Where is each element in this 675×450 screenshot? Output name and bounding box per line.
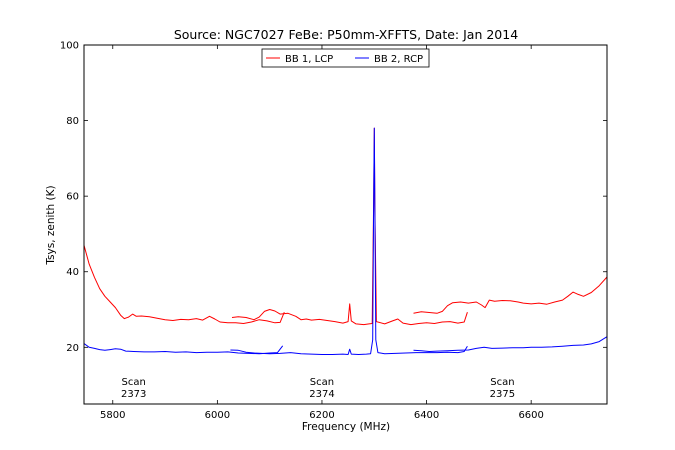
scan-annotation-label-1: Scan [122, 377, 146, 388]
plot-frame [83, 44, 608, 405]
series-2-segment-1 [83, 343, 284, 355]
y-axis-label: Tsys, zenith (K) [45, 185, 57, 265]
chart-title: Source: NGC7027 FeBe: P50mm-XFFTS, Date:… [174, 27, 518, 42]
y-tick-label: 100 [60, 41, 79, 52]
y-tick-label: 20 [66, 343, 79, 354]
scan-annotation-number-1: 2373 [121, 389, 146, 400]
series-1-segment-3 [413, 276, 608, 314]
x-tick-label: 6000 [205, 410, 230, 421]
x-tick-label: 6600 [518, 410, 543, 421]
legend-label-bb2: BB 2, RCP [374, 54, 423, 65]
x-tick-label: 6400 [414, 410, 439, 421]
y-tick-label: 40 [66, 267, 79, 278]
scan-annotation-label-2: Scan [310, 377, 334, 388]
x-tick-label: 5800 [100, 410, 125, 421]
legend-label-bb1: BB 1, LCP [285, 54, 333, 65]
axes: 5800 6000 6200 6400 6600 20 40 60 80 100 [60, 41, 607, 421]
series-1-segment-1 [83, 245, 285, 324]
scan-annotation-number-2: 2374 [309, 389, 334, 400]
series-1-segment-2 [231, 127, 468, 326]
x-axis-label: Frequency (MHz) [302, 421, 390, 433]
plot-marks [83, 127, 608, 355]
y-tick-label: 80 [66, 116, 79, 127]
series-2-segment-2 [230, 127, 468, 355]
scan-annotation-label-3: Scan [490, 377, 514, 388]
legend: BB 1, LCP BB 2, RCP [261, 48, 430, 68]
x-tick-label: 6200 [309, 410, 334, 421]
y-tick-label: 60 [66, 192, 79, 203]
series-2-segment-3 [413, 336, 608, 352]
legend-box [261, 48, 430, 68]
scan-annotation-number-3: 2375 [490, 389, 515, 400]
